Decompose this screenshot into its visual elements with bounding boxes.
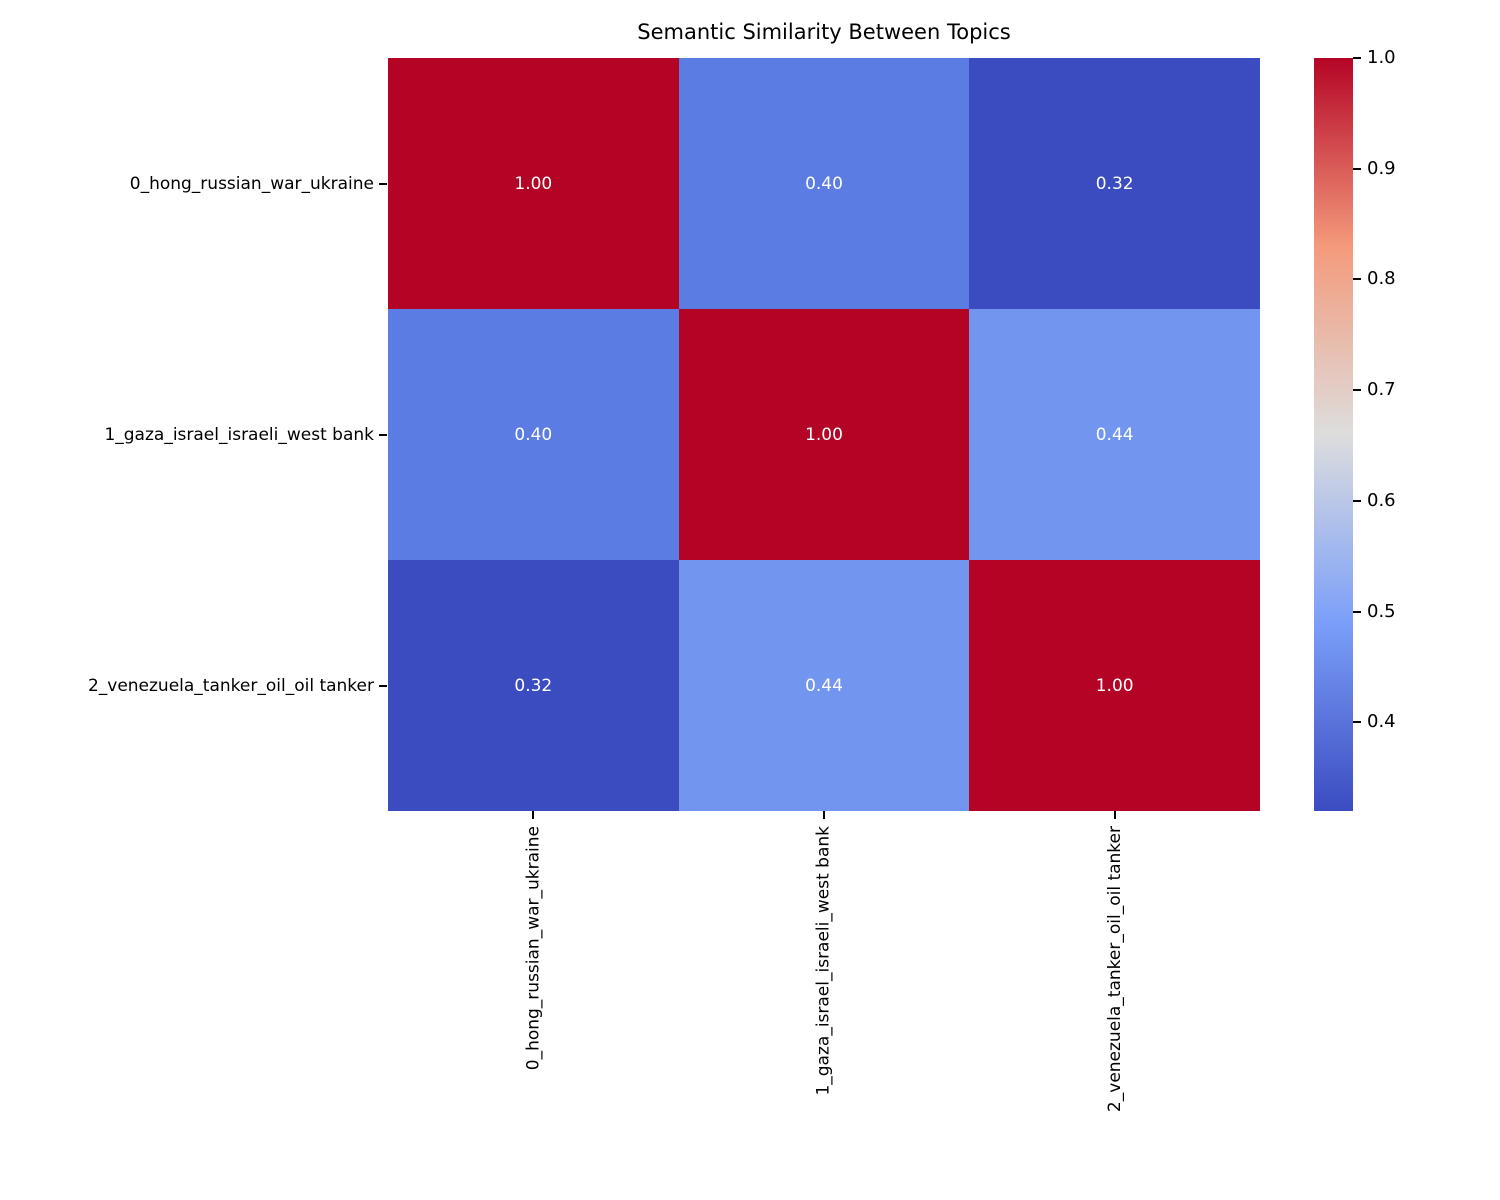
y-tick-label-0: 0_hong_russian_war_ukraine [129, 173, 374, 194]
x-tick-label-0: 0_hong_russian_war_ukraine [523, 826, 544, 1071]
colorbar [1314, 58, 1353, 811]
colorbar-tick-label-4: 0.6 [1367, 489, 1396, 511]
colorbar-tick-label-5: 0.5 [1367, 600, 1396, 622]
x-tick-mark-2 [1113, 811, 1116, 819]
colorbar-tick-mark-6 [1353, 721, 1361, 724]
heatmap-cell-0-1: 0.40 [678, 58, 970, 309]
colorbar-tick-mark-2 [1353, 278, 1361, 281]
y-tick-mark-0 [379, 182, 387, 185]
heatmap-cell-2-1: 0.44 [678, 560, 970, 811]
heatmap-cell-1-1: 1.00 [678, 309, 970, 560]
heatmap-cell-2-0: 0.32 [388, 560, 679, 811]
colorbar-tick-mark-4 [1353, 499, 1361, 502]
colorbar-tick-mark-3 [1353, 389, 1361, 392]
heatmap-grid: 1.00 0.40 0.32 0.40 1.00 0.44 0.32 0.44 1.00 [388, 58, 1260, 811]
colorbar-tick-label-2: 0.8 [1367, 268, 1396, 290]
colorbar-tick-label-0: 1.0 [1367, 47, 1396, 68]
x-tick-mark-1 [823, 811, 825, 819]
heatmap-cell-1-2: 0.44 [969, 309, 1260, 560]
y-tick-label-1: 1_gaza_israel_israeli_west bank [104, 424, 374, 445]
y-tick-mark-1 [379, 433, 387, 436]
colorbar-tick-label-3: 0.7 [1367, 379, 1396, 401]
y-tick-label-2: 2_venezuela_tanker_oil_oil tanker [87, 675, 374, 696]
colorbar-tick-label-6: 0.4 [1367, 711, 1396, 733]
y-tick-mark-2 [379, 684, 387, 687]
colorbar-tick-mark-5 [1353, 610, 1361, 613]
x-tick-label-1: 1_gaza_israel_israeli_west bank [814, 826, 834, 1096]
colorbar-tick-mark-0 [1353, 57, 1361, 59]
colorbar-tick-label-1: 0.9 [1367, 157, 1396, 179]
heatmap-cell-0-0: 1.00 [388, 58, 679, 309]
x-tick-mark-0 [532, 811, 535, 819]
x-tick-label-2: 2_venezuela_tanker_oil_oil tanker [1104, 826, 1125, 1113]
heatmap-cell-0-2: 0.32 [969, 58, 1260, 309]
chart-title: Semantic Similarity Between Topics [637, 20, 1011, 44]
heatmap-cell-2-2: 1.00 [969, 560, 1260, 811]
colorbar-tick-mark-1 [1353, 167, 1361, 170]
heatmap-cell-1-0: 0.40 [388, 309, 679, 560]
